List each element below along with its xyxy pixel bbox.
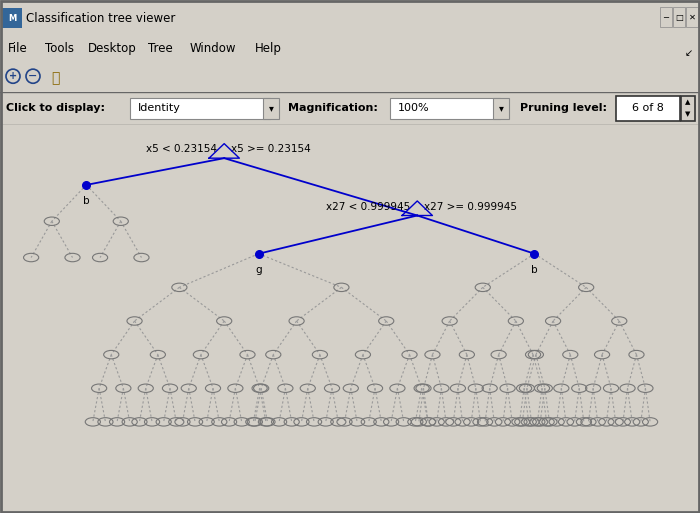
- Bar: [130, 98, 270, 119]
- Text: ↙: ↙: [685, 48, 693, 58]
- Text: b: b: [83, 196, 90, 206]
- Text: Tree: Tree: [148, 42, 173, 55]
- Text: ▼: ▼: [685, 111, 691, 117]
- Text: ▾: ▾: [269, 104, 274, 113]
- Text: b: b: [531, 265, 538, 275]
- Text: 6 of 8: 6 of 8: [632, 104, 664, 113]
- Text: x5 >= 0.23154: x5 >= 0.23154: [231, 144, 311, 154]
- Text: Magnification:: Magnification:: [288, 104, 378, 113]
- Text: Tools: Tools: [45, 42, 74, 55]
- Bar: [2, 8, 22, 28]
- Text: −: −: [28, 71, 38, 81]
- Text: ✋: ✋: [51, 71, 60, 85]
- Text: File: File: [8, 42, 28, 55]
- Bar: [686, 7, 698, 27]
- Text: Window: Window: [190, 42, 237, 55]
- Bar: [263, 98, 279, 119]
- Text: x27 >= 0.999945: x27 >= 0.999945: [424, 202, 517, 212]
- Bar: [390, 98, 500, 119]
- Text: +: +: [9, 71, 17, 81]
- Text: Desktop: Desktop: [88, 42, 136, 55]
- Text: ▲: ▲: [685, 100, 691, 106]
- Bar: [660, 7, 672, 27]
- Text: g: g: [256, 265, 262, 275]
- Text: Click to display:: Click to display:: [6, 104, 105, 113]
- Text: □: □: [675, 13, 683, 22]
- Text: ✕: ✕: [689, 13, 696, 22]
- Bar: [616, 96, 680, 121]
- Text: Pruning level:: Pruning level:: [520, 104, 607, 113]
- Text: M: M: [8, 14, 16, 23]
- Text: x27 < 0.999945: x27 < 0.999945: [326, 202, 410, 212]
- Bar: [681, 96, 695, 121]
- Bar: [493, 98, 509, 119]
- Bar: [673, 7, 685, 27]
- Text: x5 < 0.23154: x5 < 0.23154: [146, 144, 217, 154]
- Text: Identity: Identity: [138, 104, 181, 113]
- Text: ▾: ▾: [498, 104, 503, 113]
- Text: Classification tree viewer: Classification tree viewer: [26, 12, 176, 25]
- Text: 100%: 100%: [398, 104, 430, 113]
- Text: ─: ─: [664, 13, 668, 22]
- Text: Help: Help: [255, 42, 282, 55]
